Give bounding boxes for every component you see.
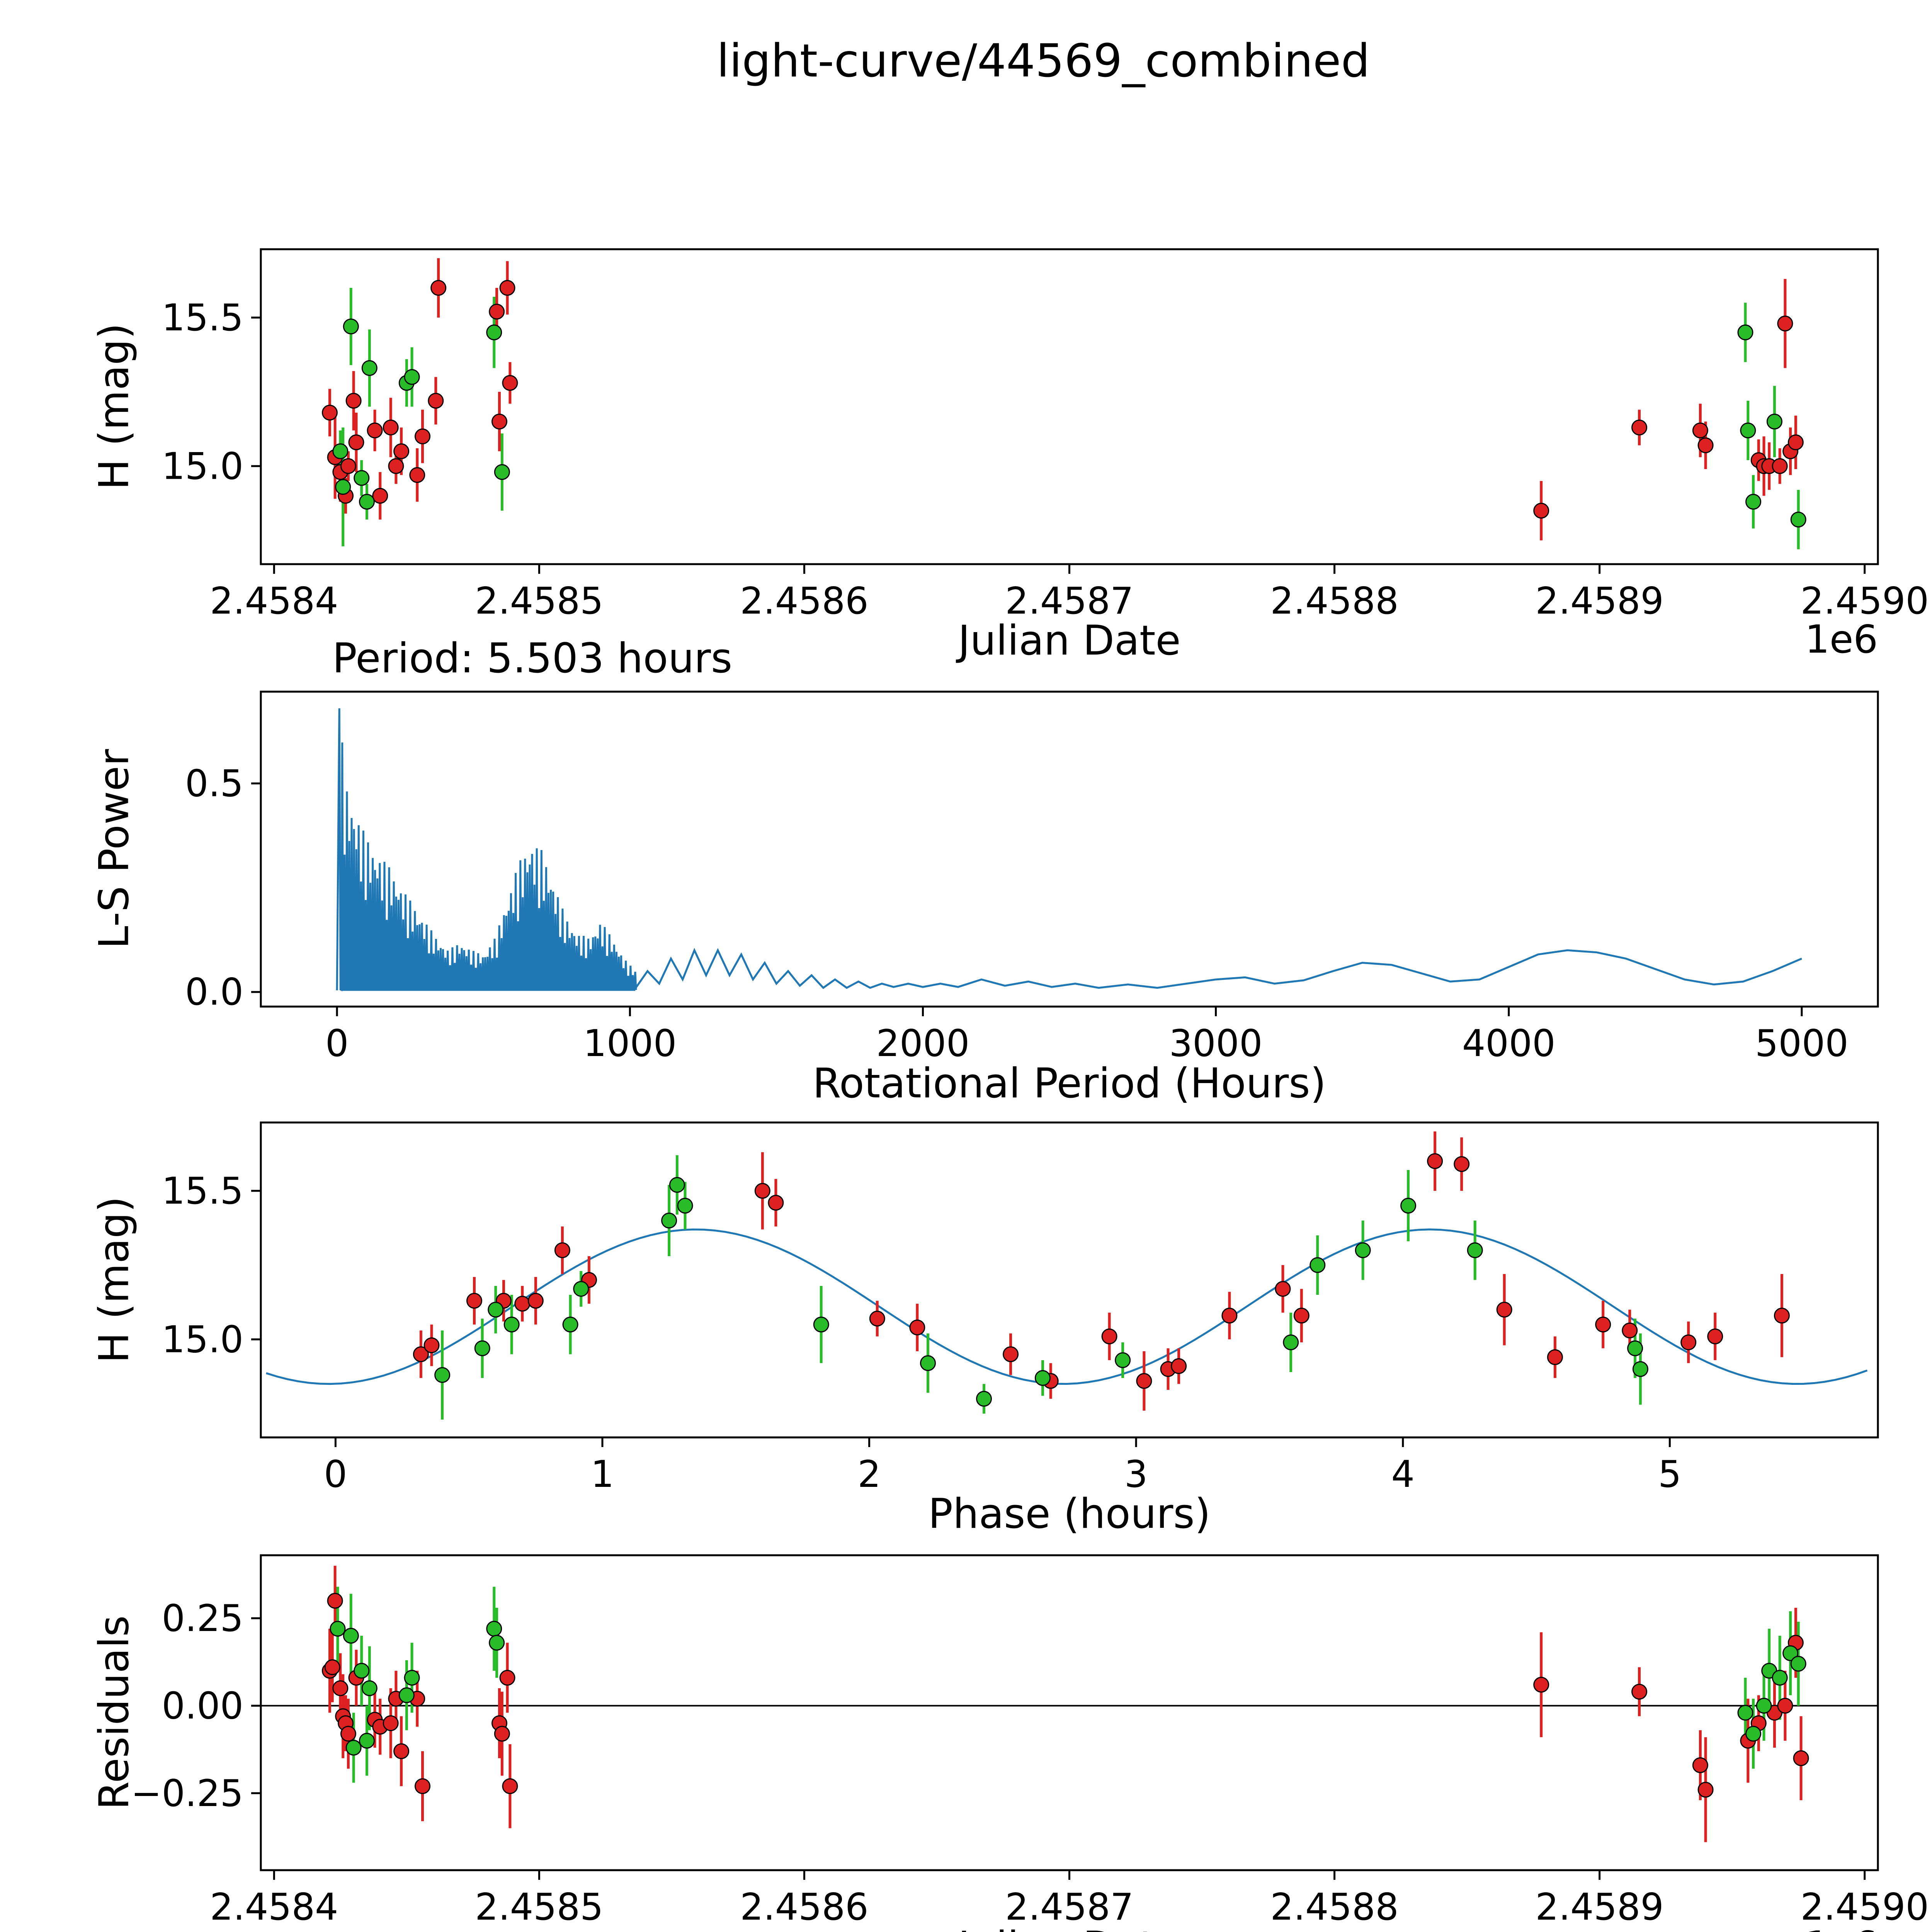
residuals-dataset-red-errorbars <box>328 1566 1803 1842</box>
svg-text:1: 1 <box>591 1453 614 1496</box>
panel-periodogram-axes: 0 1000 2000 3000 4000 5000 0.0 0.5 <box>185 690 1879 1065</box>
panel1-axis-offset: 1e6 <box>1805 617 1878 662</box>
svg-text:0: 0 <box>324 1453 347 1496</box>
panel2-ylabel: L-S Power <box>90 749 138 949</box>
panel-phase-folded: 0 1 2 3 4 5 15.0 15.5 <box>162 1121 1879 1496</box>
panel2-xlabel: Rotational Period (Hours) <box>813 1060 1326 1107</box>
svg-text:4000: 4000 <box>1462 1022 1556 1065</box>
svg-text:2.4590: 2.4590 <box>1800 1886 1929 1929</box>
residuals-dataset-red-markers <box>321 1593 1809 1798</box>
periodogram-curve <box>336 708 1802 992</box>
svg-text:0: 0 <box>325 1022 349 1065</box>
svg-text:2.4586: 2.4586 <box>740 1886 868 1929</box>
svg-text:0.5: 0.5 <box>185 762 243 805</box>
svg-text:3000: 3000 <box>1169 1022 1263 1065</box>
svg-text:2.4587: 2.4587 <box>1005 1886 1133 1929</box>
phase-folded-dataset-green-markers <box>434 1177 1648 1407</box>
panel3-ylabel: H (mag) <box>90 1196 138 1363</box>
panel3-xlabel: Phase (hours) <box>928 1490 1211 1537</box>
lightcurve-jd-dataset-red-markers <box>321 280 1804 519</box>
panel1-ylabel: H (mag) <box>90 323 138 490</box>
residuals-dataset-green-markers <box>330 1621 1806 1756</box>
svg-text:0.0: 0.0 <box>185 971 243 1014</box>
residuals-dataset-green-errorbars <box>336 1587 1800 1783</box>
panel4-axis-offset: 1e6 <box>1546 1923 1878 1932</box>
svg-text:3: 3 <box>1124 1453 1148 1496</box>
panel-periodogram: 0 1000 2000 3000 4000 5000 0.0 0.5 <box>185 690 1879 1065</box>
svg-text:2.4587: 2.4587 <box>1005 580 1133 622</box>
lightcurve-jd-dataset-red-errorbars <box>328 258 1797 541</box>
svg-text:4: 4 <box>1391 1453 1415 1496</box>
svg-text:15.5: 15.5 <box>162 1170 243 1213</box>
svg-text:−0.25: −0.25 <box>131 1772 243 1815</box>
panel4-xlabel: Julian Date <box>261 1923 1878 1932</box>
period-annotation: Period: 5.503 hours <box>332 634 733 682</box>
svg-text:2.4584: 2.4584 <box>210 1886 338 1929</box>
panel-residuals: 2.4584 2.4585 2.4586 2.4587 2.4588 2.4589 2.45… <box>131 1554 1929 1929</box>
svg-text:15.0: 15.0 <box>162 1318 243 1361</box>
lightcurve-jd-dataset-green-markers <box>332 318 1806 528</box>
panel4-ylabel: Residuals <box>90 1615 138 1810</box>
panel-lightcurve-jd-axes: 2.4584 2.4585 2.4586 2.4587 2.4588 2.4589 2.45… <box>162 248 1929 622</box>
svg-text:15.5: 15.5 <box>162 297 243 339</box>
svg-text:2.4588: 2.4588 <box>1270 580 1398 622</box>
phase-folded-dataset-red-errorbars <box>419 1131 1783 1411</box>
panel-lightcurve-jd: 2.4584 2.4585 2.4586 2.4587 2.4588 2.4589 2.45… <box>162 248 1929 622</box>
svg-text:0.25: 0.25 <box>162 1597 243 1640</box>
panel-residuals-axes: 2.4584 2.4585 2.4586 2.4587 2.4588 2.4589 2.45… <box>131 1554 1929 1929</box>
svg-text:2.4589: 2.4589 <box>1535 1886 1663 1929</box>
svg-text:15.0: 15.0 <box>162 445 243 488</box>
lightcurve-jd-dataset-green-errorbars <box>339 287 1800 549</box>
svg-text:1000: 1000 <box>583 1022 677 1065</box>
svg-text:5000: 5000 <box>1755 1022 1849 1065</box>
svg-text:2.4585: 2.4585 <box>475 1886 603 1929</box>
fit-curve <box>266 1228 1868 1385</box>
panel-phase-folded-axes: 0 1 2 3 4 5 15.0 15.5 <box>162 1121 1879 1496</box>
svg-text:2.4589: 2.4589 <box>1535 580 1663 622</box>
svg-text:2.4590: 2.4590 <box>1800 580 1929 622</box>
panel1-xlabel: Julian Date <box>958 617 1181 664</box>
phase-folded-dataset-red-markers <box>413 1153 1790 1389</box>
figure-title: light-curve/44569_combined <box>716 34 1370 87</box>
svg-text:2.4584: 2.4584 <box>210 580 338 622</box>
svg-text:2: 2 <box>857 1453 881 1496</box>
svg-text:0.00: 0.00 <box>162 1685 243 1727</box>
svg-text:2000: 2000 <box>876 1022 970 1065</box>
svg-text:2.4586: 2.4586 <box>740 580 868 622</box>
svg-text:2.4588: 2.4588 <box>1270 1886 1398 1929</box>
svg-text:5: 5 <box>1658 1453 1681 1496</box>
svg-text:2.4585: 2.4585 <box>475 580 603 622</box>
